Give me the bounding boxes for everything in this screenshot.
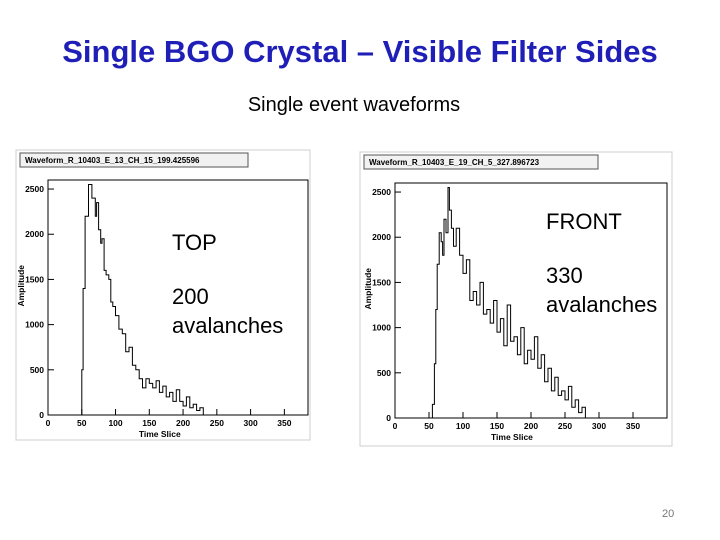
page-number: 20 [662,508,675,520]
chart-title-box [363,154,599,170]
y-axis-label: Amplitude [363,268,373,310]
chart-title: Waveform_R_10403_E_13_CH_15_199.425596 [25,156,200,165]
x-tick-label: 300 [592,421,606,431]
y-tick-label: 1000 [25,320,44,330]
y-tick-label: 2500 [372,187,391,197]
x-axis-label: Time Slice [139,429,181,439]
annotation-front: FRONT 330 avalanches [546,207,657,319]
x-tick-label: 200 [176,418,190,428]
slide-title: Single BGO Crystal – Visible Filter Side… [62,34,658,69]
x-tick-label: 300 [244,418,258,428]
annotation-top-unit: avalanches [172,313,284,338]
y-tick-label: 500 [377,368,391,378]
x-tick-label: 150 [142,418,156,428]
x-tick-label: 350 [626,421,640,431]
annotation-front-count: 330 [546,263,583,288]
y-tick-label: 500 [30,365,44,375]
x-axis-label: Time Slice [491,432,533,442]
annotation-top-count: 200 [172,284,209,309]
chart-frame [359,151,673,447]
plot-area [47,179,309,416]
y-tick-label: 2500 [25,184,44,194]
x-tick-label: 200 [524,421,538,431]
annotation-top: TOP 200 avalanches [172,228,283,340]
annotation-front-unit: avalanches [546,292,658,317]
x-tick-label: 250 [210,418,224,428]
y-tick-label: 2000 [372,232,391,242]
y-tick-label: 0 [386,413,391,423]
y-axis-label: Amplitude [16,265,26,307]
x-tick-label: 250 [558,421,572,431]
annotation-front-label: FRONT [546,209,622,234]
x-tick-label: 0 [393,421,398,431]
y-tick-label: 1000 [372,323,391,333]
y-tick-label: 1500 [25,274,44,284]
x-tick-label: 100 [108,418,122,428]
x-tick-label: 50 [77,418,87,428]
x-tick-label: 350 [277,418,291,428]
waveform-series-line [48,184,305,416]
waveform-series-line [395,187,661,419]
x-tick-label: 150 [490,421,504,431]
y-tick-label: 1500 [372,277,391,287]
y-tick-label: 2000 [25,229,44,239]
x-tick-label: 0 [46,418,51,428]
y-tick-label: 0 [39,410,44,420]
x-tick-label: 100 [456,421,470,431]
x-tick-label: 50 [424,421,434,431]
chart-title: Waveform_R_10403_E_19_CH_5_327.896723 [369,158,540,167]
annotation-top-label: TOP [172,230,217,255]
chart-title-box [19,152,249,168]
slide-subtitle: Single event waveforms [247,94,461,116]
